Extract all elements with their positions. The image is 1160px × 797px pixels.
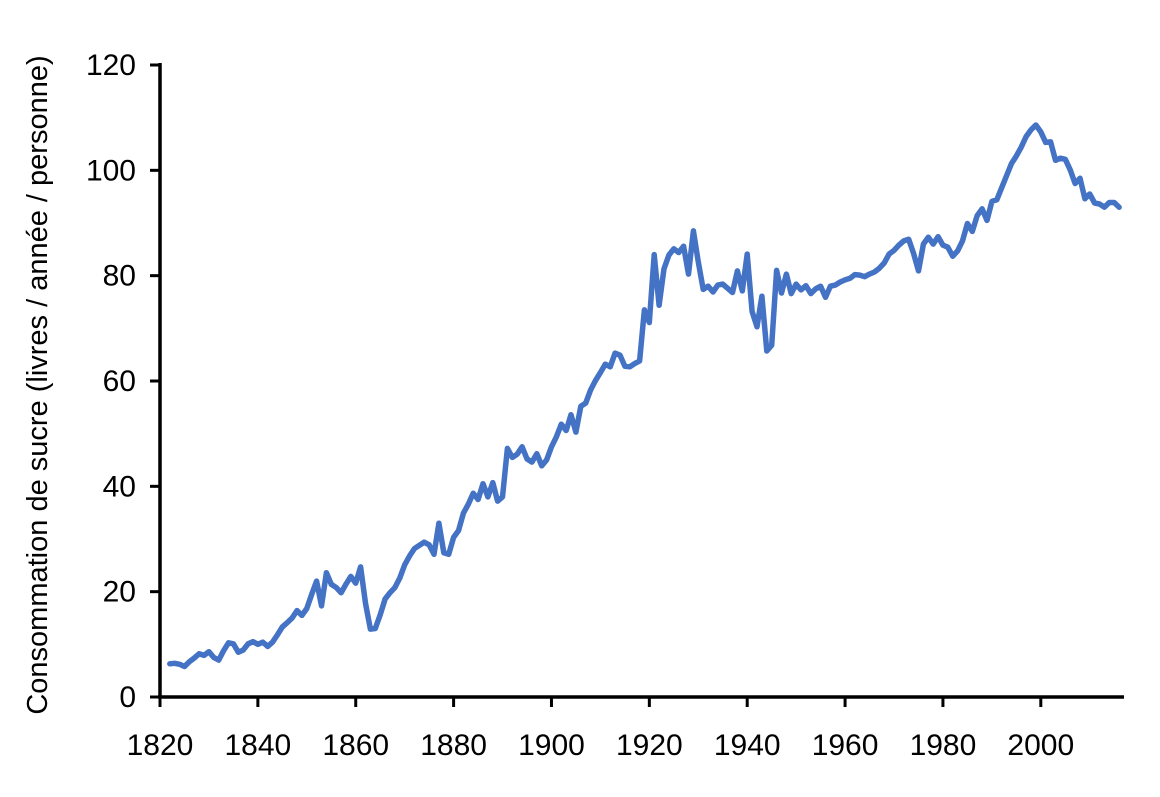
x-tick-label-1900: 1900 xyxy=(518,729,585,762)
y-tick-label-120: 120 xyxy=(86,49,136,82)
y-tick-label-100: 100 xyxy=(86,154,136,187)
y-tick-label-40: 40 xyxy=(103,470,136,503)
y-tick-label-20: 20 xyxy=(103,576,136,609)
y-tick-label-80: 80 xyxy=(103,260,136,293)
chart-marks xyxy=(167,122,1122,670)
x-tick-label-1820: 1820 xyxy=(127,729,194,762)
x-tick-label-1940: 1940 xyxy=(714,729,781,762)
y-axis-title: Consommation de sucre (livres / année / … xyxy=(22,55,54,714)
x-tick-label-1860: 1860 xyxy=(322,729,389,762)
series-line-0 xyxy=(167,122,1122,670)
x-tick-label-1980: 1980 xyxy=(910,729,977,762)
x-tick-label-1920: 1920 xyxy=(616,729,683,762)
x-tick-label-1840: 1840 xyxy=(224,729,291,762)
x-tick-label-1880: 1880 xyxy=(420,729,487,762)
y-tick-label-60: 60 xyxy=(103,365,136,398)
y-tick-label-0: 0 xyxy=(119,681,136,714)
x-tick-label-2000: 2000 xyxy=(1007,729,1074,762)
chart-axes: 0 20 40 60 80 100 120 1820 1840 1860 1880 1900 1920 1… xyxy=(86,49,1124,762)
x-tick-label-1960: 1960 xyxy=(812,729,879,762)
